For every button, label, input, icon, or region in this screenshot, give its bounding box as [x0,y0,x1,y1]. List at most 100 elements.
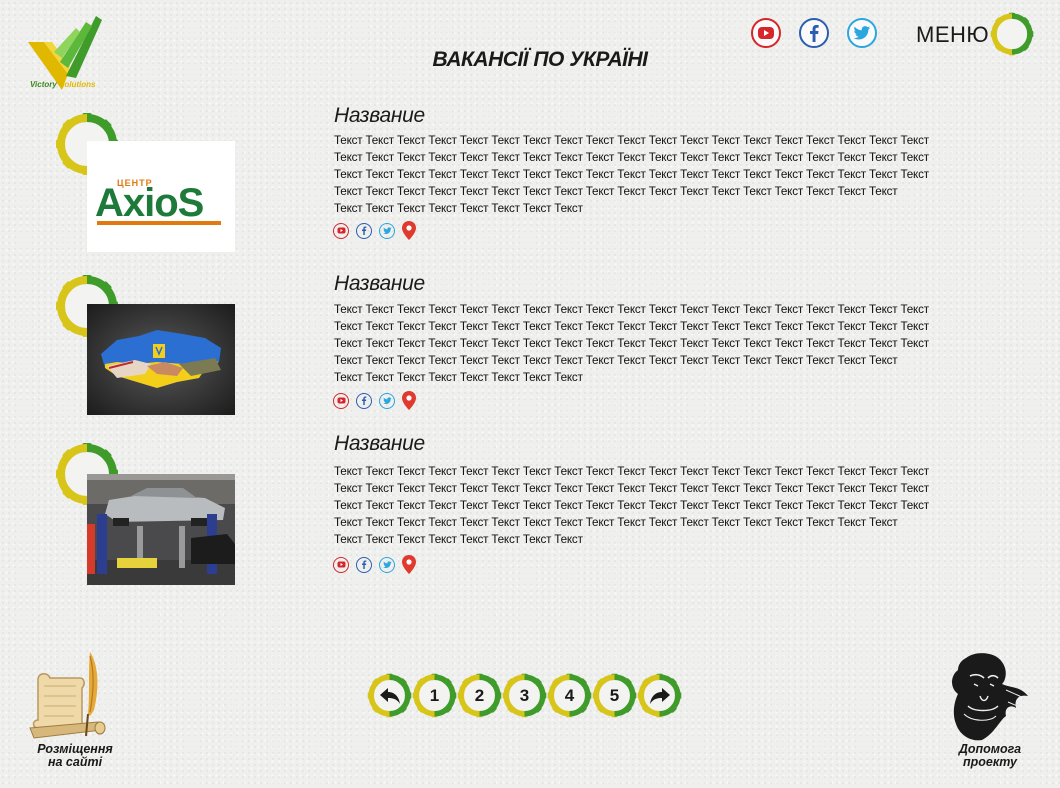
logo-mark-icon [28,16,102,90]
help-project-label[interactable]: Допомога проекту [940,743,1040,769]
menu-gear-icon[interactable] [990,12,1034,56]
facebook-icon [810,25,819,42]
item-2-image[interactable] [87,304,235,415]
arrow-forward-icon [649,687,670,704]
map-pin-icon [402,391,416,410]
location-link[interactable] [402,391,416,410]
twitter-icon [382,396,392,404]
item-1-description: Текст Текст Текст Текст Текст Текст Текс… [334,132,994,217]
item-3-description: Текст Текст Текст Текст Текст Текст Текс… [334,463,994,548]
label-line: на сайті [47,755,103,769]
pagination: 1 2 3 4 5 [367,673,682,718]
youtube-link[interactable] [333,556,349,573]
facebook-button[interactable] [799,18,829,48]
item-2-line: Текст Текст Текст Текст Текст Текст Текс… [334,303,929,316]
axios-logo-bar [97,221,221,225]
item-1-title[interactable]: Название [334,104,425,127]
twitter-button[interactable] [847,18,877,48]
item-1-social [333,221,416,240]
twitter-link[interactable] [379,222,395,239]
youtube-link[interactable] [333,222,349,239]
facebook-link[interactable] [356,222,372,239]
gear-icon [990,12,1034,56]
help-project-button[interactable] [944,650,1032,742]
youtube-icon [337,227,345,234]
item-2-line: Текст Текст Текст Текст Текст Текст Текс… [334,320,929,333]
facebook-icon [362,226,367,235]
item-2-social [333,391,416,410]
youtube-icon [758,27,774,39]
page-number: 3 [519,685,530,705]
post-on-site-label[interactable]: Розміщення на сайті [20,743,130,769]
facebook-icon [362,396,367,405]
map-pin-icon [402,555,416,574]
page-number: 1 [429,685,440,705]
youtube-link[interactable] [333,392,349,409]
item-3-title[interactable]: Название [334,432,425,455]
logo-text: Victory Solutions [30,80,96,89]
car-service-picture [87,474,235,585]
item-1-image[interactable]: ЦЕНТР AxioS [87,141,235,252]
gear-icon [502,673,547,718]
label-line: Допомога [958,742,1022,756]
page-2-button[interactable]: 2 [457,673,502,718]
page-number: 2 [474,685,485,705]
gear-icon [412,673,457,718]
twitter-icon [382,226,392,234]
gear-icon [547,673,592,718]
item-2-title[interactable]: Название [334,272,425,295]
gear-icon [592,673,637,718]
item-1-line: Текст Текст Текст Текст Текст Текст Текс… [334,202,583,215]
item-1-line: Текст Текст Текст Текст Текст Текст Текс… [334,151,929,164]
item-2-line: Текст Текст Текст Текст Текст Текст Текс… [334,354,898,367]
prev-page-button[interactable] [367,673,412,718]
item-3-line: Текст Текст Текст Текст Текст Текст Текс… [334,465,929,478]
item-3-line: Текст Текст Текст Текст Текст Текст Текс… [334,482,929,495]
axios-logo-top: ЦЕНТР [117,178,153,188]
item-1-line: Текст Текст Текст Текст Текст Текст Текс… [334,134,929,147]
item-1-line: Текст Текст Текст Текст Текст Текст Текс… [334,168,929,181]
axios-logo-text: AxioS [95,181,204,225]
item-3-line: Текст Текст Текст Текст Текст Текст Текс… [334,533,583,546]
page-1-button[interactable]: 1 [412,673,457,718]
facebook-icon [362,560,367,569]
page-number: 5 [609,685,620,705]
item-3-image[interactable] [87,474,235,585]
post-on-site-button[interactable] [28,650,120,742]
location-link[interactable] [402,221,416,240]
facebook-link[interactable] [356,392,372,409]
scroll-quill-icon [29,652,106,739]
twitter-icon [853,25,871,39]
menu-button[interactable]: МЕНЮ [916,22,990,47]
youtube-icon [337,397,345,404]
location-link[interactable] [402,555,416,574]
page-5-button[interactable]: 5 [592,673,637,718]
facebook-link[interactable] [356,556,372,573]
item-2-description: Текст Текст Текст Текст Текст Текст Текс… [334,301,994,386]
item-2-line: Текст Текст Текст Текст Текст Текст Текс… [334,337,929,350]
map-pin-icon [402,221,416,240]
item-3-line: Текст Текст Текст Текст Текст Текст Текс… [334,516,898,529]
page-title: ВАКАНСІЇ ПО УКРАЇНІ [432,48,648,71]
youtube-button[interactable] [751,18,781,48]
label-line: Розміщення [37,742,113,756]
item-3-line: Текст Текст Текст Текст Текст Текст Текс… [334,499,929,512]
page-4-button[interactable]: 4 [547,673,592,718]
page-number: 4 [564,685,575,705]
page-3-button[interactable]: 3 [502,673,547,718]
gear-icon [637,673,682,718]
youtube-icon [337,561,345,568]
twitter-link[interactable] [379,392,395,409]
twitter-link[interactable] [379,556,395,573]
item-2-line: Текст Текст Текст Текст Текст Текст Текс… [334,371,583,384]
ukraine-handshake-picture [87,304,235,415]
item-1-line: Текст Текст Текст Текст Текст Текст Текс… [334,185,898,198]
portrait-icon [952,653,1028,741]
twitter-icon [382,560,392,568]
site-logo[interactable] [22,12,108,92]
gear-icon [457,673,502,718]
label-line: проекту [963,755,1017,769]
item-3-social [333,555,416,574]
arrow-back-icon [379,687,400,704]
next-page-button[interactable] [637,673,682,718]
